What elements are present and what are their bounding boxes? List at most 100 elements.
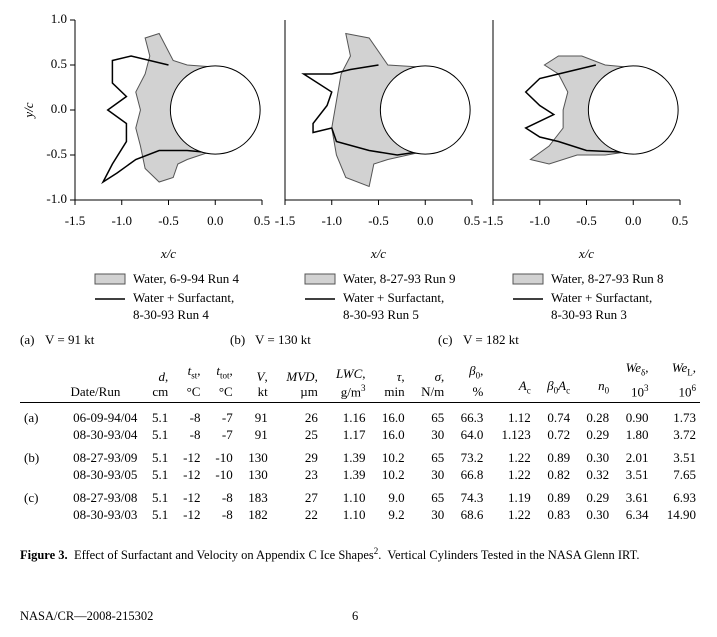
header-text: , bbox=[362, 365, 366, 381]
table-cell: 66.3 bbox=[460, 409, 484, 425]
header-text: °C bbox=[218, 383, 233, 399]
header-text: A bbox=[558, 378, 567, 394]
header-cell: σ, N/m bbox=[408, 360, 449, 403]
x-tick-label: -1.5 bbox=[275, 213, 296, 228]
header-line: °C bbox=[208, 383, 233, 399]
header-cell: tst, °C bbox=[172, 360, 205, 403]
header-line: WeL, bbox=[656, 360, 696, 381]
table-cell: 1.10 bbox=[342, 506, 366, 522]
table-cell: 08-27-93/08 bbox=[73, 489, 138, 505]
table-cell: 08-30-93/05 bbox=[73, 466, 138, 482]
header-line: cm bbox=[145, 384, 168, 399]
table-cell: 1.16 bbox=[342, 409, 366, 425]
header-text: cm bbox=[152, 383, 169, 399]
header-text: c bbox=[566, 385, 571, 396]
header-text: g/m bbox=[340, 383, 362, 399]
header-text: N/m bbox=[421, 383, 445, 399]
header-text: n bbox=[598, 378, 605, 394]
table-cell: -12 bbox=[183, 506, 201, 522]
header-text: 3 bbox=[643, 382, 649, 393]
x-tick-label: 0.0 bbox=[417, 213, 433, 228]
header-text: , bbox=[264, 368, 268, 384]
header-text: 6 bbox=[691, 382, 697, 393]
table-cell: 30 bbox=[431, 506, 445, 522]
header-line: tst, bbox=[176, 363, 201, 384]
header-cell: WeL, 106 bbox=[652, 360, 700, 403]
header-text: A bbox=[518, 378, 527, 394]
table-cell: 0.28 bbox=[586, 409, 610, 425]
header-cell: MVD, µm bbox=[271, 360, 322, 403]
header-text: , bbox=[692, 360, 696, 375]
table-cell: -10 bbox=[215, 449, 233, 465]
panel-velocity: V = 130 kt bbox=[255, 332, 311, 347]
table-cell: 30 bbox=[431, 466, 445, 482]
table-cell: 1.123 bbox=[501, 426, 531, 442]
table-cell: 0.32 bbox=[586, 466, 610, 482]
y-tick-label: 0.5 bbox=[51, 56, 67, 71]
table-cell: 65 bbox=[431, 449, 445, 465]
x-axis-label: x/c bbox=[578, 246, 594, 261]
header-text: 3 bbox=[361, 382, 366, 393]
header-line bbox=[53, 369, 137, 384]
table-cell: 1.22 bbox=[507, 449, 531, 465]
panel-label: (c) bbox=[438, 332, 452, 347]
table-cell: 0.83 bbox=[547, 506, 571, 522]
legend-swatch bbox=[94, 273, 126, 285]
header-line: °C bbox=[176, 384, 201, 399]
header-cell: β0Ac bbox=[534, 360, 575, 403]
panel-label: (a) bbox=[20, 332, 34, 347]
header-text: , bbox=[314, 368, 318, 384]
header-text: st bbox=[191, 370, 198, 381]
header-text: MVD bbox=[286, 368, 315, 384]
header-line: Ac bbox=[491, 378, 531, 399]
table-cell: -12 bbox=[183, 466, 201, 482]
header-line: min bbox=[374, 384, 404, 399]
figure: -1.5 -1.0 -0.5 0.0 0.5 -1.0 -0.5 0.0 0.5 1.0 x/c Wa… bbox=[0, 0, 717, 347]
table-cell: 5.1 bbox=[152, 409, 169, 425]
table-cell: 16.0 bbox=[381, 426, 405, 442]
table-cell: 5.1 bbox=[152, 489, 169, 505]
x-tick-label: -1.0 bbox=[529, 213, 550, 228]
header-line: kt bbox=[241, 384, 268, 399]
table-cell: 0.29 bbox=[586, 489, 610, 505]
header-text: , bbox=[440, 368, 445, 384]
table-cell: 10.2 bbox=[381, 466, 405, 482]
header-line: LWC, bbox=[326, 366, 366, 381]
header-text: V bbox=[256, 368, 265, 384]
legend-label: Water, 6-9-94 Run 4 bbox=[133, 271, 240, 286]
group-label: (b) bbox=[24, 449, 40, 465]
panel-velocity: V = 91 kt bbox=[45, 332, 95, 347]
header-text: 0 bbox=[604, 385, 610, 396]
table-cell: 66.8 bbox=[460, 466, 484, 482]
header-text: We bbox=[625, 360, 641, 375]
x-tick-label: 0.5 bbox=[464, 213, 480, 228]
header-cell: Date/Run bbox=[49, 360, 142, 403]
table-row: 08-30-93/03 5.1 -12 -8 182 22 1.10 9.2 30 68.6 1.2… bbox=[20, 506, 700, 523]
header-line: Weδ, bbox=[617, 360, 649, 381]
table-cell: 0.89 bbox=[547, 489, 571, 505]
header-text: L bbox=[687, 367, 693, 378]
x-tick-label: -0.5 bbox=[576, 213, 597, 228]
x-axis-label: x/c bbox=[370, 246, 386, 261]
header-line: 106 bbox=[656, 381, 697, 399]
header-line: n0 bbox=[578, 378, 609, 399]
header-text: 10 bbox=[678, 383, 692, 399]
table-cell: 9.0 bbox=[388, 489, 405, 505]
header-cell: n0 bbox=[574, 360, 614, 403]
table-cell: -7 bbox=[221, 409, 233, 425]
table-cell: 3.61 bbox=[625, 489, 649, 505]
table-cell: -8 bbox=[189, 409, 201, 425]
legend-label: Water, 8-27-93 Run 8 bbox=[551, 271, 664, 286]
legend-label: Water + Surfactant, bbox=[551, 290, 652, 305]
header-text: LWC bbox=[336, 365, 363, 381]
header-line bbox=[578, 363, 609, 378]
ice-shapes-b bbox=[304, 33, 470, 186]
ice-shapes-c bbox=[526, 56, 678, 164]
table-cell: 5.1 bbox=[152, 466, 169, 482]
table-cell: 2.01 bbox=[625, 449, 649, 465]
header-text: , bbox=[401, 368, 405, 384]
table-cell: 91 bbox=[254, 426, 268, 442]
table-cell: 3.51 bbox=[625, 466, 649, 482]
table-cell: -8 bbox=[221, 489, 233, 505]
